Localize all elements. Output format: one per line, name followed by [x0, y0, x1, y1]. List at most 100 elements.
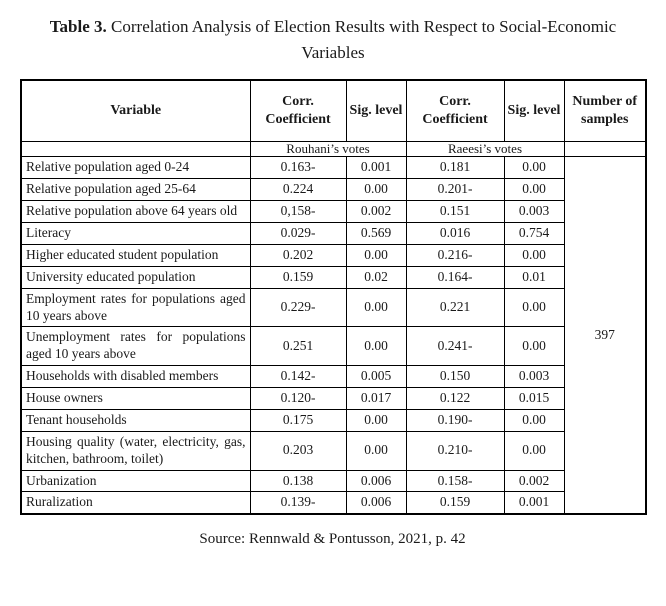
- variable-cell: House owners: [20, 387, 251, 410]
- corr-coefficient-cell: 0,158-: [249, 200, 347, 224]
- table-row: University educated population 0.159 0.0…: [20, 265, 646, 289]
- corr-coefficient-cell: 0.210-: [405, 430, 505, 471]
- table-row: Relative population aged 25-64 0.224 0.0…: [20, 178, 646, 202]
- sig-level-cell: 0.00: [503, 243, 565, 267]
- sig-level-cell: 0.00: [503, 287, 565, 328]
- corr-coefficient-cell: 0.164-: [405, 265, 505, 289]
- table-row: Relative population aged 0-24 0.163- 0.0…: [20, 156, 647, 515]
- corr-coefficient-cell: 0.190-: [405, 408, 505, 432]
- corr-coefficient-cell: 0.122: [405, 387, 505, 410]
- variable-cell: Households with disabled members: [20, 365, 251, 389]
- sig-level-cell: 0.754: [503, 222, 565, 245]
- col-header-number-of-samples: Number of samples: [563, 79, 647, 143]
- variable-cell: Ruralization: [20, 491, 251, 515]
- corr-coefficient-cell: 0.029-: [249, 222, 347, 245]
- corr-coefficient-cell: 0.175: [249, 408, 347, 432]
- variable-cell: Relative population aged 0-24: [20, 156, 251, 180]
- sig-level-cell: 0.003: [503, 200, 565, 224]
- corr-coefficient-cell: 0.201-: [405, 178, 505, 202]
- sig-level-cell: 0.02: [345, 265, 407, 289]
- sig-level-cell: 0.001: [345, 156, 407, 180]
- corr-coefficient-cell: 0.142-: [249, 365, 347, 389]
- corr-coefficient-cell: 0.203: [249, 430, 347, 471]
- group-header-empty-left: [20, 141, 251, 158]
- table-row: Housing quality (water, electricity, gas…: [20, 430, 646, 471]
- table-row: Literacy 0.029- 0.569 0.016 0.754: [20, 222, 646, 245]
- variable-cell: Relative population aged 25-64: [20, 178, 251, 202]
- table-row: Households with disabled members 0.142- …: [20, 365, 646, 389]
- group-header-raeesi: Raeesi’s votes: [405, 141, 565, 158]
- corr-coefficient-cell: 0.181: [405, 156, 505, 180]
- table-row: Unemployment rates for populations aged …: [20, 326, 646, 367]
- corr-coefficient-cell: 0.159: [249, 265, 347, 289]
- source-citation: Source: Rennwald & Pontusson, 2021, p. 4…: [199, 531, 466, 548]
- group-header-empty-right: [563, 141, 647, 158]
- col-header-corr-coefficient-raeesi: Corr. Coefficient: [405, 79, 505, 143]
- sig-level-cell: 0.005: [345, 365, 407, 389]
- corr-coefficient-cell: 0.158-: [405, 469, 505, 493]
- table-row: Urbanization 0.138 0.006 0.158- 0.002: [20, 469, 646, 493]
- corr-coefficient-cell: 0.229-: [249, 287, 347, 328]
- table-row: Tenant households 0.175 0.00 0.190- 0.00: [20, 408, 646, 432]
- table-row: Employment rates for populations aged 10…: [20, 287, 646, 328]
- corr-coefficient-cell: 0.251: [249, 326, 347, 367]
- sig-level-cell: 0.00: [345, 243, 407, 267]
- sig-level-cell: 0.00: [503, 430, 565, 471]
- sig-level-cell: 0.569: [345, 222, 407, 245]
- table-row: Ruralization 0.139- 0.006 0.159 0.001: [20, 491, 646, 515]
- corr-coefficient-cell: 0.150: [405, 365, 505, 389]
- sig-level-cell: 0.006: [345, 491, 407, 515]
- corr-coefficient-cell: 0.224: [249, 178, 347, 202]
- variable-cell: Tenant households: [20, 408, 251, 432]
- group-header-row: Rouhani’s votes Raeesi’s votes: [20, 141, 647, 158]
- sig-level-cell: 0.00: [503, 156, 565, 180]
- table-header-row: Variable Corr. Coefficient Sig. level Co…: [20, 79, 647, 143]
- sig-level-cell: 0.002: [503, 469, 565, 493]
- corr-coefficient-cell: 0.163-: [249, 156, 347, 180]
- corr-coefficient-cell: 0.151: [405, 200, 505, 224]
- corr-coefficient-cell: 0.139-: [249, 491, 347, 515]
- sig-level-cell: 0.00: [345, 326, 407, 367]
- col-header-sig-level-rouhani: Sig. level: [345, 79, 407, 143]
- table-row: Relative population above 64 years old 0…: [20, 200, 646, 224]
- sig-level-cell: 0.00: [345, 287, 407, 328]
- sig-level-cell: 0.017: [345, 387, 407, 410]
- table-row: Higher educated student population 0.202…: [20, 243, 646, 267]
- variable-cell: Relative population above 64 years old: [20, 200, 251, 224]
- sig-level-cell: 0.00: [345, 408, 407, 432]
- table-row: House owners 0.120- 0.017 0.122 0.015: [20, 387, 646, 410]
- sig-level-cell: 0.00: [345, 178, 407, 202]
- corr-coefficient-cell: 0.138: [249, 469, 347, 493]
- col-header-corr-coefficient-rouhani: Corr. Coefficient: [249, 79, 347, 143]
- corr-coefficient-cell: 0.216-: [405, 243, 505, 267]
- corr-coefficient-cell: 0.016: [405, 222, 505, 245]
- table-caption-text: Correlation Analysis of Election Results…: [106, 17, 617, 63]
- table-caption-label: Table 3.: [49, 17, 107, 36]
- variable-cell: Unemployment rates for populations aged …: [20, 326, 251, 367]
- variable-cell: Higher educated student population: [20, 243, 251, 267]
- sig-level-cell: 0.00: [503, 178, 565, 202]
- sig-level-cell: 0.015: [503, 387, 565, 410]
- sig-level-cell: 0.001: [503, 491, 565, 515]
- variable-cell: Literacy: [20, 222, 251, 245]
- corr-coefficient-cell: 0.241-: [405, 326, 505, 367]
- corr-coefficient-cell: 0.221: [405, 287, 505, 328]
- col-header-variable: Variable: [20, 79, 251, 143]
- group-header-rouhani: Rouhani’s votes: [249, 141, 407, 158]
- sig-level-cell: 0.003: [503, 365, 565, 389]
- corr-coefficient-cell: 0.202: [249, 243, 347, 267]
- correlation-table: Variable Corr. Coefficient Sig. level Co…: [20, 78, 647, 516]
- sig-level-cell: 0.002: [345, 200, 407, 224]
- col-header-sig-level-raeesi: Sig. level: [503, 79, 565, 143]
- corr-coefficient-cell: 0.120-: [249, 387, 347, 410]
- variable-cell: Housing quality (water, electricity, gas…: [20, 430, 251, 471]
- sig-level-cell: 0.00: [503, 326, 565, 367]
- variable-cell: Employment rates for populations aged 10…: [20, 287, 251, 328]
- sig-level-cell: 0.01: [503, 265, 565, 289]
- samples-value-cell: 397: [563, 156, 647, 515]
- sig-level-cell: 0.00: [503, 408, 565, 432]
- variable-cell: Urbanization: [20, 469, 251, 493]
- table-caption: Table 3. Correlation Analysis of Electio…: [33, 14, 633, 67]
- sig-level-cell: 0.00: [345, 430, 407, 471]
